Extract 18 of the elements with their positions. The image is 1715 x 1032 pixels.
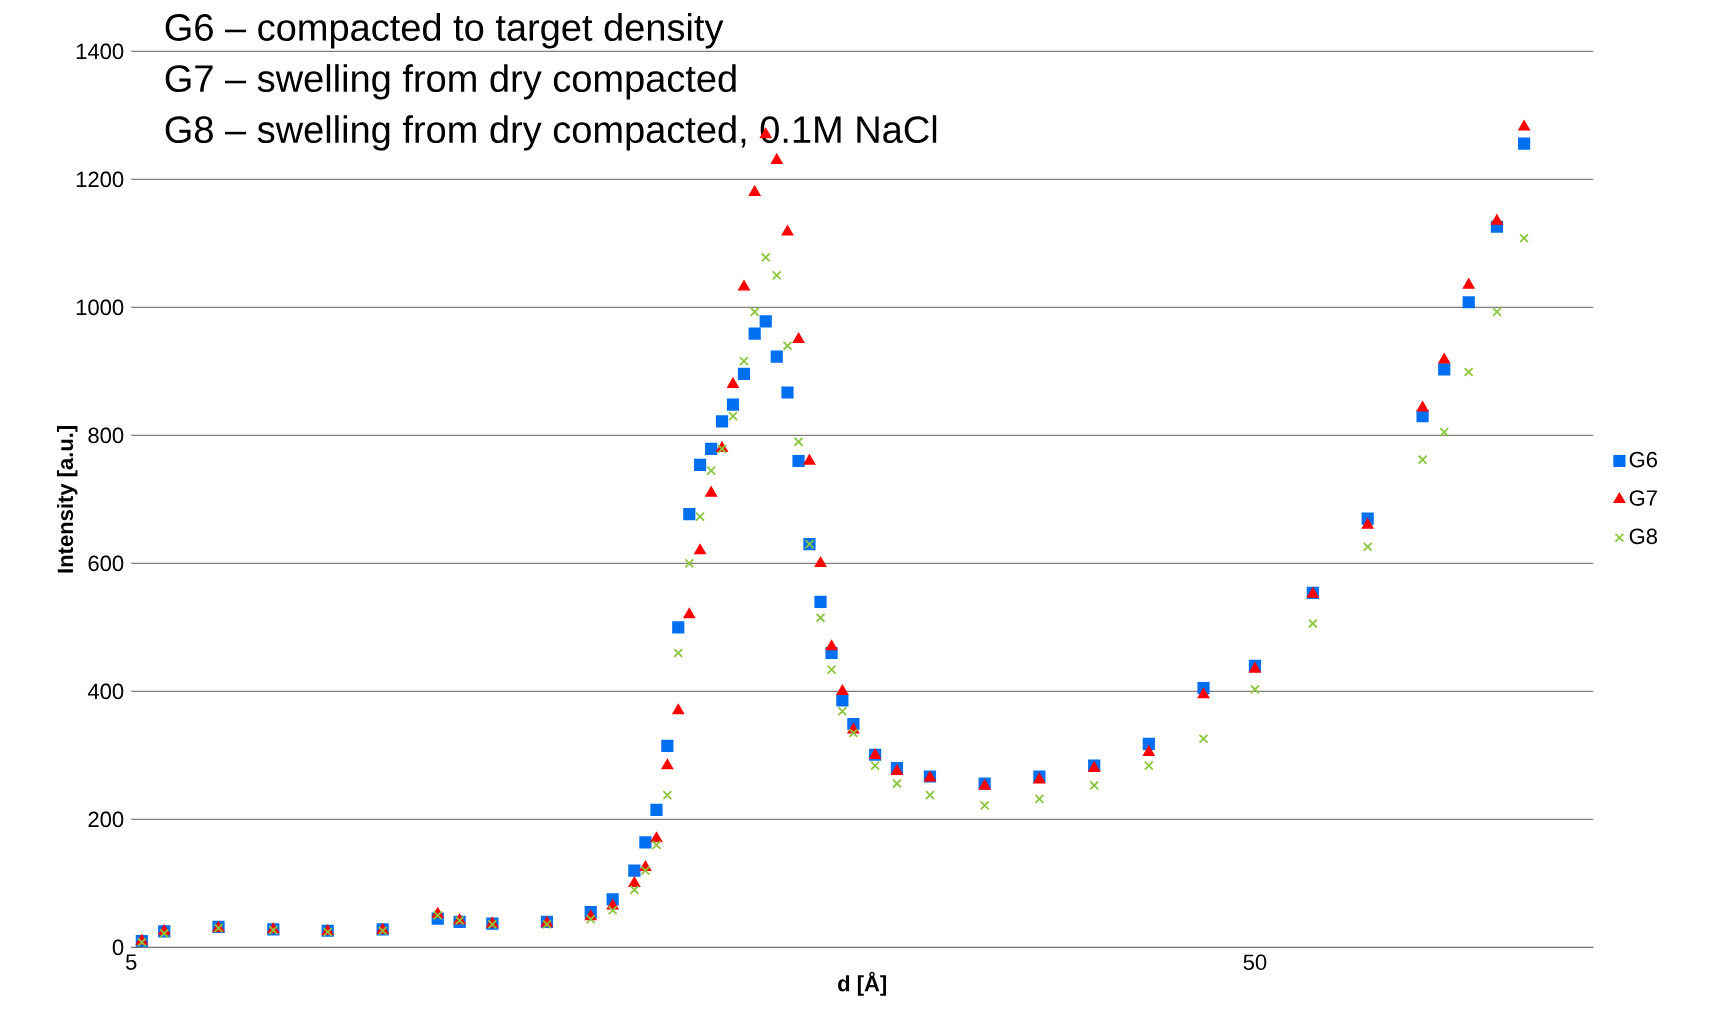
y-axis-title: Intensity [a.u.]	[56, 426, 78, 573]
y-tick-label: 600	[88, 555, 124, 572]
y-tick-label: 200	[88, 811, 124, 828]
x-axis-title: d [Å]	[838, 971, 886, 996]
annotation: G7 – swelling from dry compacted	[165, 64, 736, 100]
legend-label: G6	[1629, 451, 1657, 468]
y-tick-label: 1000	[76, 299, 124, 316]
text: G6 – compacted to target density	[165, 13, 724, 49]
legend-label: G7	[1629, 490, 1657, 506]
legend-label: G8	[1629, 528, 1657, 545]
annotation: G8 – swelling from dry compacted, 0.1M NaCl	[165, 115, 937, 151]
y-tick-label: 0	[112, 939, 124, 956]
y-tick-label: 800	[88, 427, 124, 444]
y-tick-label: 400	[87, 683, 124, 700]
x-tick-label: 50	[1243, 954, 1267, 971]
y-tick-label: 1400	[76, 43, 124, 60]
y-tick-label: 1200	[76, 171, 124, 188]
x-tick-label: 5	[125, 954, 137, 970]
